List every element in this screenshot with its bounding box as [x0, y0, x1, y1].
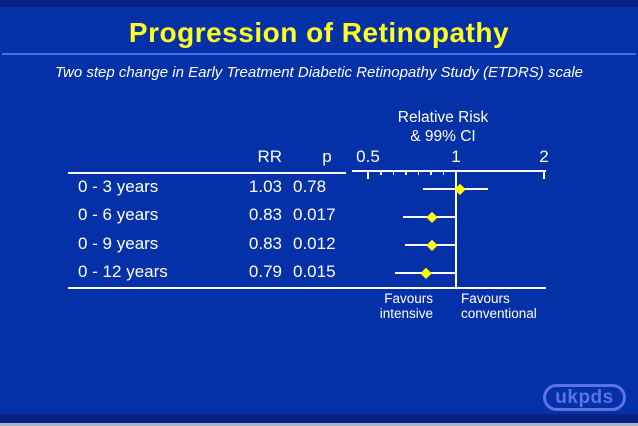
favours-conventional-label: Favours conventional	[461, 291, 591, 321]
rr-point-diamond	[427, 239, 438, 251]
table-top-rule	[68, 172, 346, 174]
favours-left-line1: Favours	[384, 291, 433, 306]
rr-point-diamond	[427, 211, 438, 223]
rr-point-diamond	[420, 267, 432, 279]
row-rr-value: 1.03	[248, 177, 282, 196]
axis-tick-label: 0.5	[356, 147, 380, 166]
axis-major-tick	[367, 170, 369, 179]
bottom-edge-line	[0, 423, 638, 426]
row-rr-value: 0.79	[248, 261, 282, 281]
slide-subtitle: Two step change in Early Treatment Diabe…	[54, 64, 583, 81]
plot-header-line1: Relative Risk	[397, 109, 489, 126]
column-header-p: p	[322, 147, 332, 166]
axis-minor-tick	[392, 170, 395, 175]
row-label: 0 - 3 years	[78, 177, 159, 196]
row-rr-value: 0.83	[248, 233, 282, 253]
axis-minor-tick	[442, 170, 445, 175]
axis-minor-tick	[380, 170, 382, 175]
title-underline	[2, 53, 636, 55]
axis-tick-label: 2	[539, 147, 549, 166]
plot-header-line2: & 99% CI	[410, 128, 476, 145]
favours-left-line2: intensive	[379, 306, 433, 321]
axis-line	[352, 170, 546, 172]
row-label: 0 - 12 years	[78, 261, 168, 281]
column-header-rr: RR	[257, 147, 282, 166]
axis-minor-tick	[417, 170, 420, 175]
row-label: 0 - 6 years	[78, 205, 159, 225]
plot-header: Relative Risk & 99% CI	[368, 108, 518, 146]
row-p-value: 0.015	[293, 261, 336, 281]
table-bottom-rule	[68, 287, 546, 289]
slide-title: Progression of Retinopathy	[128, 17, 510, 48]
row-p-value: 0.012	[293, 233, 336, 253]
row-p-value: 0.78	[293, 177, 327, 196]
row-label: 0 - 9 years	[78, 233, 159, 253]
top-border-strip	[0, 0, 638, 7]
axis-major-tick	[543, 170, 545, 179]
bottom-border-strip	[0, 414, 638, 423]
axis-minor-tick	[405, 170, 407, 175]
favours-right-line2: conventional	[461, 306, 537, 321]
favours-right-line1: Favours	[461, 291, 510, 306]
axis-minor-tick	[430, 170, 432, 175]
favours-intensive-label: Favours intensive	[313, 291, 433, 321]
axis-tick-label: 1	[451, 147, 461, 166]
ukpds-logo: ukpds	[543, 384, 626, 411]
row-rr-value: 0.83	[248, 205, 282, 225]
reference-line	[455, 170, 457, 289]
row-p-value: 0.017	[293, 205, 336, 225]
